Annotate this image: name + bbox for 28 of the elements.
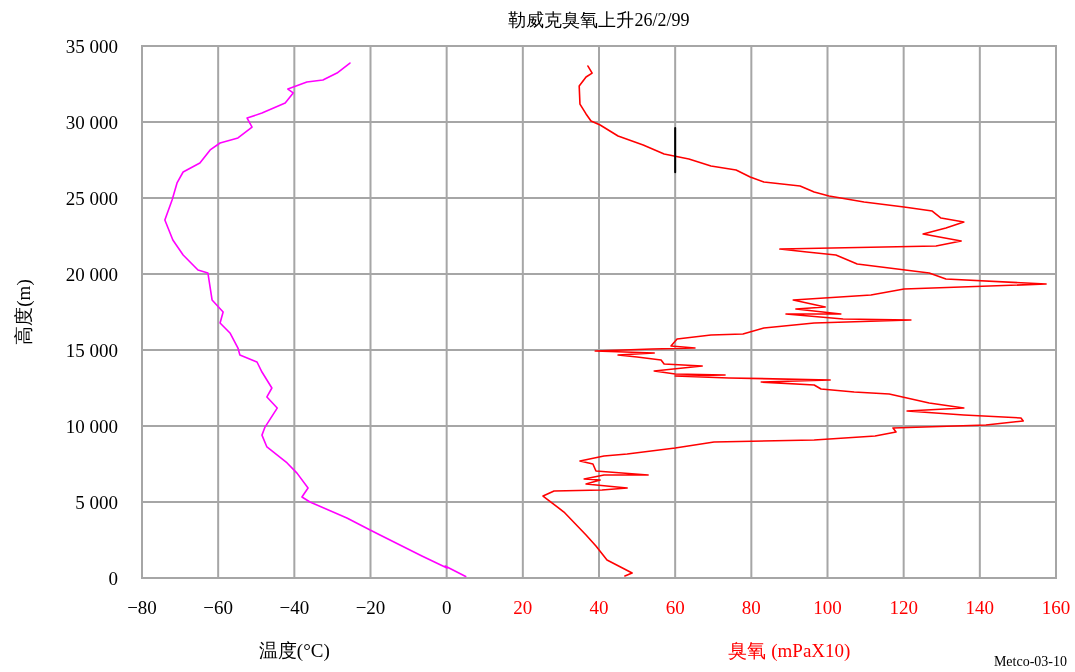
x-tick-label: −80	[127, 597, 157, 618]
x-tick-label: −40	[279, 597, 310, 618]
x-tick-label: 80	[741, 597, 761, 618]
x-tick-label: 40	[589, 597, 609, 618]
x-tick-label: −20	[355, 597, 386, 618]
x-tick-label: 60	[665, 597, 685, 618]
x-axis-title: 温度(°C)	[258, 640, 330, 662]
line-series	[542, 65, 1047, 577]
x-tick-label: 0	[441, 597, 452, 618]
y-tick-label: 5 000	[75, 492, 118, 513]
text: 臭氧 (mPaX10)	[728, 640, 851, 662]
y-tick-label: 30 000	[65, 112, 118, 133]
x-tick-label: 140	[965, 597, 995, 618]
y-axis-title: 高度(m)	[13, 279, 35, 345]
y-tick-label: 15 000	[65, 340, 118, 361]
x-tick-label: 20	[513, 597, 533, 618]
chart-title: 勒威克臭氧上升26/2/99	[508, 10, 690, 30]
x-tick-label: −60	[203, 597, 234, 618]
x-tick-label: 160	[1041, 597, 1071, 618]
x-tick-label: 100	[813, 597, 842, 618]
text: Metco-03-10	[993, 654, 1067, 669]
y-tick-label: 10 000	[65, 416, 118, 437]
y-tick-label: 0	[108, 568, 118, 589]
y-tick-label: 20 000	[65, 264, 118, 285]
x-tick-label: 120	[889, 597, 918, 618]
line-series	[164, 62, 467, 578]
y-tick-label: 25 000	[65, 188, 118, 209]
y-tick-label: 35 000	[65, 36, 118, 57]
